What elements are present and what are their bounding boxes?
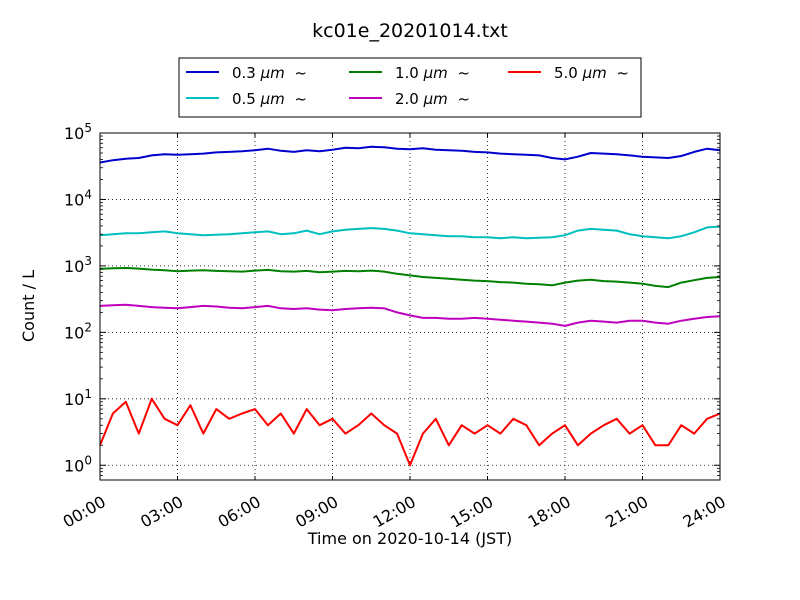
legend-box: [178, 57, 642, 118]
legend-label: 2.0 μm ~: [395, 90, 470, 108]
y-axis-label: Count / L: [19, 270, 38, 342]
x-tick-label: 18:00: [525, 492, 574, 532]
x-tick-label: 06:00: [215, 492, 264, 532]
legend-label: 0.5 μm ~: [232, 90, 307, 108]
legend-label: 1.0 μm ~: [395, 64, 470, 82]
series-line-1: [100, 225, 720, 240]
legend: 0.3 μm ~ 0.5 μm ~ 1.0 μm ~ 2.0 μm ~ 5.0 μm ~: [178, 57, 642, 118]
legend-label: 0.3 μm ~: [232, 64, 307, 82]
y-tick-label: 105: [64, 121, 92, 143]
x-tick-label: 12:00: [370, 492, 419, 532]
x-tick-label: 00:00: [60, 492, 109, 532]
series-line-0: [100, 145, 720, 164]
series-line-3: [100, 303, 720, 327]
chart-title: kc01e_20201014.txt: [312, 20, 508, 42]
y-tick-label: 102: [64, 320, 92, 342]
y-tick-label: 104: [64, 187, 92, 209]
x-tick-label: 03:00: [137, 492, 186, 532]
x-axis-label: Time on 2020-10-14 (JST): [307, 529, 512, 548]
x-tick-label: 15:00: [447, 492, 496, 532]
x-tick-label: 09:00: [292, 492, 341, 532]
y-tick-label: 103: [64, 254, 92, 276]
y-tick-label: 100: [64, 453, 92, 475]
series-layer: [100, 145, 720, 467]
y-tick-label: 101: [64, 387, 92, 409]
grid: [100, 133, 720, 480]
legend-label: 5.0 μm ~: [554, 64, 629, 82]
series-line-4: [100, 397, 720, 467]
x-tick-label: 24:00: [680, 492, 729, 532]
x-tick-label: 21:00: [602, 492, 651, 532]
axis-ticks: 00:00 03:00 06:00 09:00 12:00 15:00 18:00 21:00…: [60, 121, 729, 532]
series-line-2: [100, 267, 720, 289]
